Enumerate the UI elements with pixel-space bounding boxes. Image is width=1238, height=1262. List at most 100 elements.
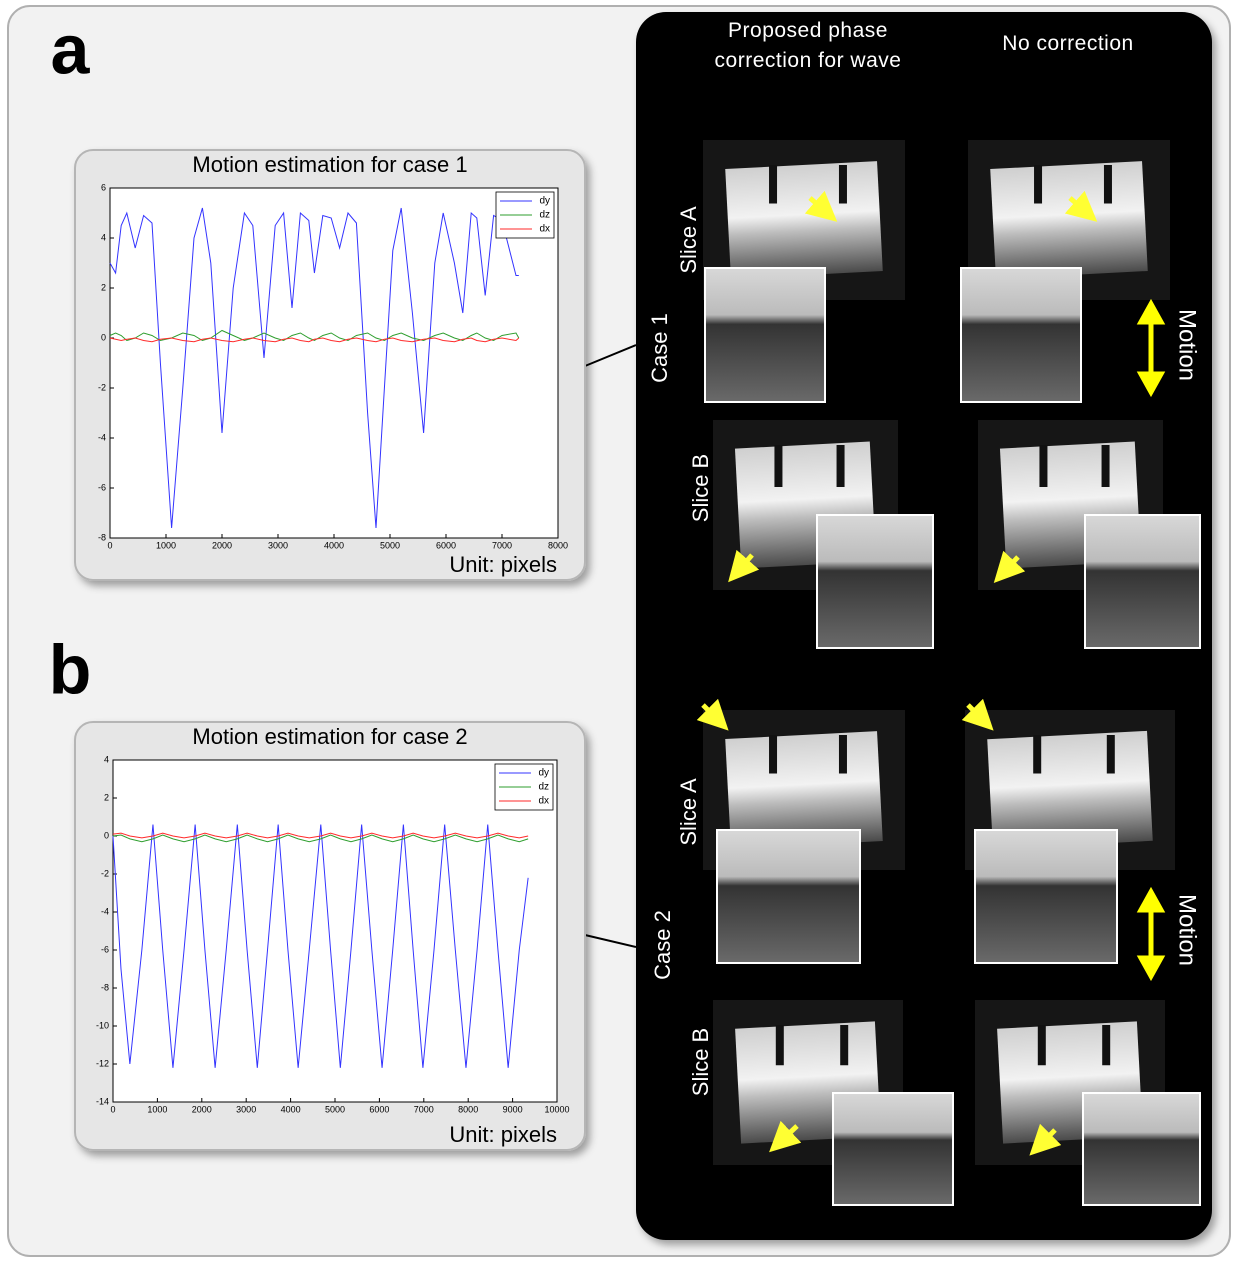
x-tick-label: 4000 xyxy=(324,540,344,550)
y-tick-label: -4 xyxy=(101,906,109,916)
x-tick-label: 3000 xyxy=(268,540,288,550)
connector xyxy=(584,934,637,948)
x-tick-label: 5000 xyxy=(325,1104,345,1114)
x-tick-label: 4000 xyxy=(281,1104,301,1114)
data-line xyxy=(112,834,529,843)
x-tick-label: 5000 xyxy=(380,540,400,550)
x-tick-label: 2000 xyxy=(192,1104,212,1114)
mri-notch xyxy=(1106,735,1115,774)
x-tick-label: 8000 xyxy=(458,1104,478,1114)
legend-label: dx xyxy=(538,796,549,807)
mri-inset xyxy=(974,829,1118,964)
y-tick-label: 6 xyxy=(101,182,106,192)
y-tick-label: -14 xyxy=(96,1096,109,1106)
data-line xyxy=(112,824,529,1068)
y-tick-label: -2 xyxy=(101,868,109,878)
mri-inset xyxy=(1084,514,1201,649)
yellow-arrow xyxy=(961,698,994,731)
x-tick-label: 2000 xyxy=(212,540,232,550)
chart-title: Motion estimation for case 1 xyxy=(192,152,467,177)
mri-inset xyxy=(716,829,861,964)
connector xyxy=(584,344,637,367)
y-tick-label: 4 xyxy=(104,754,109,764)
mri-notch xyxy=(774,445,783,487)
y-tick-label: -10 xyxy=(96,1020,109,1030)
x-axis-label: Unit: pixels xyxy=(449,1122,557,1147)
mri-inset xyxy=(832,1092,954,1206)
mri-phantom xyxy=(990,161,1148,279)
motion-arrow xyxy=(1136,298,1166,982)
legend-label: dz xyxy=(539,210,550,221)
x-tick-label: 8000 xyxy=(548,540,568,550)
yellow-arrow xyxy=(993,550,1026,583)
panel-label: b xyxy=(49,630,92,708)
x-axis-label: Unit: pixels xyxy=(449,552,557,577)
x-tick-label: 7000 xyxy=(414,1104,434,1114)
slice-label: Slice B xyxy=(688,1028,713,1096)
x-tick-label: 3000 xyxy=(236,1104,256,1114)
x-tick-label: 0 xyxy=(107,540,112,550)
yellow-arrow xyxy=(728,549,760,583)
x-tick-label: 6000 xyxy=(369,1104,389,1114)
slice-label: Slice A xyxy=(676,206,701,274)
mri-notch xyxy=(836,445,845,487)
data-line xyxy=(109,337,520,343)
y-tick-label: -6 xyxy=(98,482,106,492)
legend-label: dz xyxy=(538,782,549,793)
x-tick-label: 0 xyxy=(110,1104,115,1114)
mri-notch xyxy=(1103,165,1112,204)
y-tick-label: 2 xyxy=(104,792,109,802)
y-tick-label: -8 xyxy=(98,532,106,542)
legend-label: dy xyxy=(538,768,549,779)
chart-title: Motion estimation for case 2 xyxy=(192,724,467,749)
legend-label: dx xyxy=(539,224,550,235)
mri-inset xyxy=(816,514,934,649)
mri-notch xyxy=(769,735,778,774)
mri-inset xyxy=(704,267,826,403)
y-tick-label: 0 xyxy=(101,332,106,342)
mri-notch xyxy=(1102,1025,1111,1066)
x-tick-label: 1000 xyxy=(156,540,176,550)
y-tick-label: -8 xyxy=(101,982,109,992)
yellow-arrow xyxy=(1029,1123,1062,1156)
motion-label: Motion xyxy=(1174,309,1201,381)
y-tick-label: 4 xyxy=(101,232,106,242)
case-label: Case 1 xyxy=(647,313,672,383)
slice-label: Slice B xyxy=(688,454,713,522)
mri-notch xyxy=(1101,445,1110,487)
column-header: Proposed phase correction for wave xyxy=(714,19,902,72)
yellow-arrow xyxy=(696,698,729,731)
yellow-arrow xyxy=(769,1120,802,1153)
image-grid xyxy=(696,140,1201,1206)
case-label: Case 2 xyxy=(650,910,675,980)
mri-notch xyxy=(769,165,778,204)
mri-notch xyxy=(775,1025,784,1066)
y-tick-label: 2 xyxy=(101,282,106,292)
mri-notch xyxy=(1033,735,1042,774)
y-tick-label: -12 xyxy=(96,1058,109,1068)
yellow-arrow xyxy=(1064,190,1098,222)
mri-phantom xyxy=(725,161,883,279)
x-tick-label: 10000 xyxy=(544,1104,569,1114)
mri-notch xyxy=(840,1025,849,1066)
x-tick-label: 1000 xyxy=(147,1104,167,1114)
y-tick-label: -2 xyxy=(98,382,106,392)
mri-notch xyxy=(1034,165,1043,204)
x-tick-label: 7000 xyxy=(492,540,512,550)
mri-inset xyxy=(960,267,1082,403)
legend-label: dy xyxy=(539,196,550,207)
column-header: No correction xyxy=(1002,32,1134,55)
motion-label: Motion xyxy=(1174,894,1201,966)
x-tick-label: 6000 xyxy=(436,540,456,550)
panel-label: a xyxy=(51,10,91,88)
mri-notch xyxy=(838,735,847,774)
mri-notch xyxy=(838,165,847,204)
data-line xyxy=(112,832,529,839)
y-tick-label: -6 xyxy=(101,944,109,954)
y-tick-label: 0 xyxy=(104,830,109,840)
slice-label: Slice A xyxy=(676,778,701,846)
x-tick-label: 9000 xyxy=(503,1104,523,1114)
mri-notch xyxy=(1037,1025,1046,1066)
